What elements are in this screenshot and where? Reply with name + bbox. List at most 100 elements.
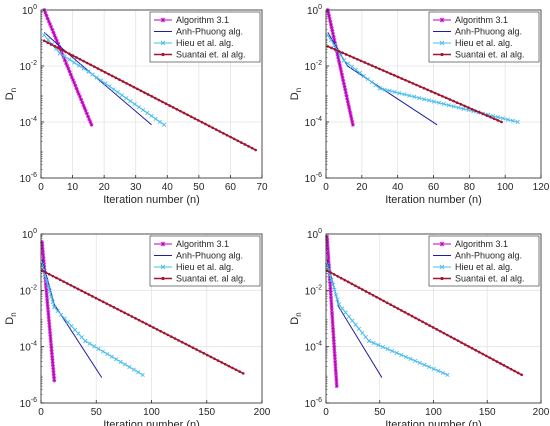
series-marker (179, 109, 182, 113)
x-axis-label: Iteration number (n) (103, 194, 200, 206)
series-marker (254, 148, 257, 152)
y-axis-label: Dn (289, 312, 303, 324)
series-marker (446, 103, 451, 108)
series-marker (331, 335, 336, 340)
series-marker (83, 338, 88, 344)
series-marker (441, 94, 444, 98)
series-marker (51, 375, 56, 380)
series-marker (402, 92, 407, 97)
x-tick-label: 60 (428, 182, 440, 193)
series-marker (368, 292, 371, 295)
series-marker (422, 86, 426, 90)
series-marker (333, 359, 338, 364)
series-marker (354, 284, 357, 288)
series-marker (481, 352, 485, 356)
series-marker (492, 358, 495, 361)
series-marker (329, 277, 334, 282)
series-marker (325, 240, 330, 245)
series-marker (211, 126, 214, 130)
series-marker (396, 75, 400, 79)
series-marker (445, 372, 450, 377)
legend-marker (440, 52, 444, 57)
series-line-2 (327, 32, 438, 126)
series-marker (334, 384, 339, 389)
series-marker (426, 98, 432, 103)
legend-entry-4: Suantai et. al alg. (455, 50, 525, 60)
series-marker (509, 367, 513, 371)
x-axis-label: Iteration number (n) (385, 194, 482, 206)
series-marker (344, 93, 349, 98)
series-marker (403, 311, 407, 314)
series-marker (69, 284, 73, 287)
series-marker (326, 256, 331, 261)
series-group (39, 240, 245, 383)
y-tick-label: 10-4 (305, 341, 322, 354)
series-marker (47, 272, 51, 276)
series-marker (346, 102, 351, 107)
series-marker (332, 40, 337, 45)
series-marker (123, 311, 127, 315)
series-marker (46, 312, 51, 317)
series-marker (110, 74, 114, 78)
series-marker (347, 280, 350, 284)
series-marker (376, 342, 381, 348)
series-marker (96, 67, 100, 70)
legend-entry-3: Hieu et al. alg. (176, 262, 234, 272)
series-marker (327, 274, 332, 279)
legend: Algorithm 3.1 Anh-Phuong alg.Hieu et al. … (428, 11, 540, 63)
y-tick-label: 10-4 (305, 116, 322, 129)
series-marker (55, 276, 58, 280)
series-marker (44, 13, 49, 18)
series-marker (76, 92, 81, 96)
series-marker (60, 48, 64, 52)
series-marker (415, 83, 418, 87)
series-marker (50, 360, 55, 365)
series-marker (505, 117, 510, 122)
series-marker (374, 66, 378, 69)
series-marker (98, 298, 101, 302)
series-marker (77, 94, 82, 99)
series-marker (407, 312, 410, 316)
series-marker (98, 78, 104, 83)
series-marker (506, 365, 509, 369)
series-marker (43, 273, 48, 278)
series-marker (496, 119, 500, 122)
series-marker (72, 60, 77, 65)
series-marker (162, 331, 166, 335)
series-marker (130, 315, 134, 318)
series-marker (164, 102, 168, 106)
series-marker (339, 72, 344, 77)
series-marker (91, 295, 94, 298)
series-marker (327, 16, 332, 21)
series-marker (455, 101, 459, 104)
series-marker (328, 283, 333, 288)
series-marker (431, 326, 435, 329)
legend-marker (160, 40, 166, 46)
series-marker (341, 81, 346, 86)
series-marker (357, 286, 361, 289)
series-group (324, 234, 523, 389)
series-marker (107, 72, 110, 76)
legend-entry-2: Anh-Phuong alg. (176, 27, 243, 37)
series-marker (64, 50, 67, 54)
series-marker (119, 93, 125, 98)
series-marker (47, 321, 52, 326)
series-marker (59, 312, 64, 317)
series-marker (49, 345, 54, 350)
series-marker (359, 59, 363, 63)
series-marker (396, 307, 400, 310)
series-marker (166, 333, 170, 337)
series-marker (43, 10, 48, 15)
x-tick-label: 100 (143, 407, 160, 418)
series-marker (364, 290, 368, 293)
series-marker (48, 330, 53, 335)
series-marker (500, 120, 503, 124)
series-marker (326, 45, 330, 48)
y-tick-label: 10-2 (305, 284, 322, 297)
series-marker (227, 364, 231, 368)
series-marker (361, 288, 364, 291)
series-marker (349, 64, 354, 69)
series-marker (47, 327, 52, 332)
legend-entry-1: Algorithm 3.1 (176, 239, 229, 249)
series-marker (336, 275, 339, 278)
